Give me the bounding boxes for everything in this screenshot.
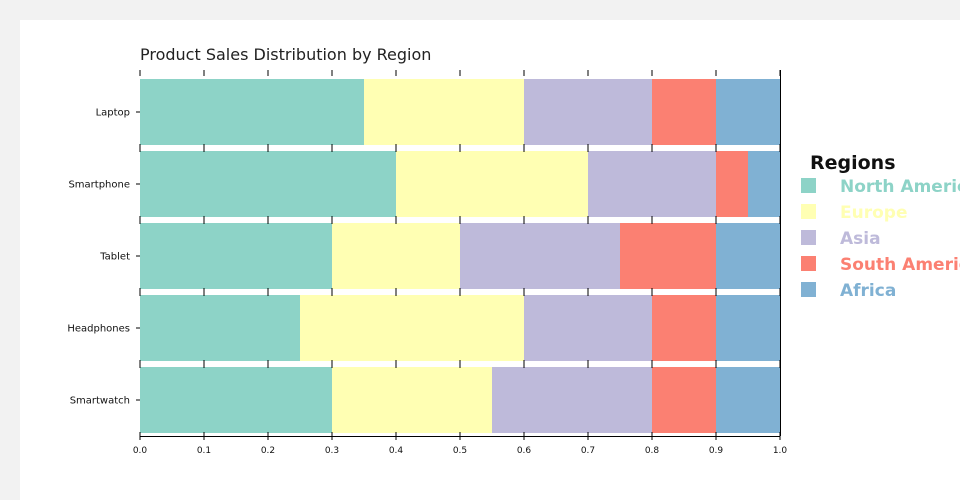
bar-smartphone-europe xyxy=(396,151,588,217)
chart-card: Product Sales Distribution by Region Lap… xyxy=(20,20,960,500)
category-label-laptop: Laptop xyxy=(96,108,130,119)
category-label-headphones: Headphones xyxy=(67,324,130,335)
bars-layer xyxy=(140,79,780,433)
bar-smartwatch-south-america xyxy=(652,367,716,433)
bar-laptop-africa xyxy=(716,79,780,145)
legend-label-south-america: South America xyxy=(840,255,960,275)
bar-smartphone-north-america xyxy=(140,151,396,217)
x-tick-label: 0.5 xyxy=(453,446,467,456)
legend-swatch-asia xyxy=(801,230,816,245)
bar-headphones-africa xyxy=(716,295,780,361)
x-tick-label: 1.0 xyxy=(773,446,788,456)
x-tick-label: 0.8 xyxy=(645,446,660,456)
bar-tablet-europe xyxy=(332,223,460,289)
bar-smartphone-south-america xyxy=(716,151,748,217)
category-label-tablet: Tablet xyxy=(99,252,130,263)
bar-smartwatch-europe xyxy=(332,367,492,433)
bar-tablet-north-america xyxy=(140,223,332,289)
legend-swatch-europe xyxy=(801,204,816,219)
bar-smartwatch-north-america xyxy=(140,367,332,433)
bar-laptop-asia xyxy=(524,79,652,145)
legend-label-asia: Asia xyxy=(840,229,881,249)
legend-title: Regions xyxy=(810,152,896,174)
bar-laptop-north-america xyxy=(140,79,364,145)
bar-smartwatch-africa xyxy=(716,367,780,433)
x-tick-label: 0.6 xyxy=(517,446,532,456)
legend: Regions North America Europe Asia South Ame… xyxy=(801,152,960,301)
stacked-bar-chart: Product Sales Distribution by Region Lap… xyxy=(67,45,960,456)
category-label-smartphone: Smartphone xyxy=(68,180,130,191)
bar-headphones-south-america xyxy=(652,295,716,361)
x-tick-label: 0.4 xyxy=(389,446,404,456)
category-label-smartwatch: Smartwatch xyxy=(70,396,130,407)
chart-title: Product Sales Distribution by Region xyxy=(140,45,431,64)
legend-label-north-america: North America xyxy=(840,177,960,197)
axis-layer: Laptop Smartphone Tablet Headphones Smartwat… xyxy=(67,70,787,456)
bar-headphones-europe xyxy=(300,295,524,361)
legend-label-europe: Europe xyxy=(840,203,907,223)
bar-headphones-north-america xyxy=(140,295,300,361)
x-tick-label: 0.0 xyxy=(133,446,148,456)
bar-tablet-south-america xyxy=(620,223,716,289)
bar-smartphone-africa xyxy=(748,151,780,217)
legend-swatch-africa xyxy=(801,282,816,297)
x-tick-label: 0.1 xyxy=(197,446,211,456)
legend-swatch-north-america xyxy=(801,178,816,193)
x-tick-label: 0.7 xyxy=(581,446,595,456)
bar-headphones-asia xyxy=(524,295,652,361)
legend-label-africa: Africa xyxy=(840,281,896,301)
bar-tablet-asia xyxy=(460,223,620,289)
legend-swatch-south-america xyxy=(801,256,816,271)
bar-smartwatch-asia xyxy=(492,367,652,433)
bar-smartphone-asia xyxy=(588,151,716,217)
x-tick-label: 0.9 xyxy=(709,446,724,456)
bar-laptop-south-america xyxy=(652,79,716,145)
bar-tablet-africa xyxy=(716,223,780,289)
x-tick-label: 0.2 xyxy=(261,446,275,456)
bar-laptop-europe xyxy=(364,79,524,145)
x-tick-label: 0.3 xyxy=(325,446,339,456)
